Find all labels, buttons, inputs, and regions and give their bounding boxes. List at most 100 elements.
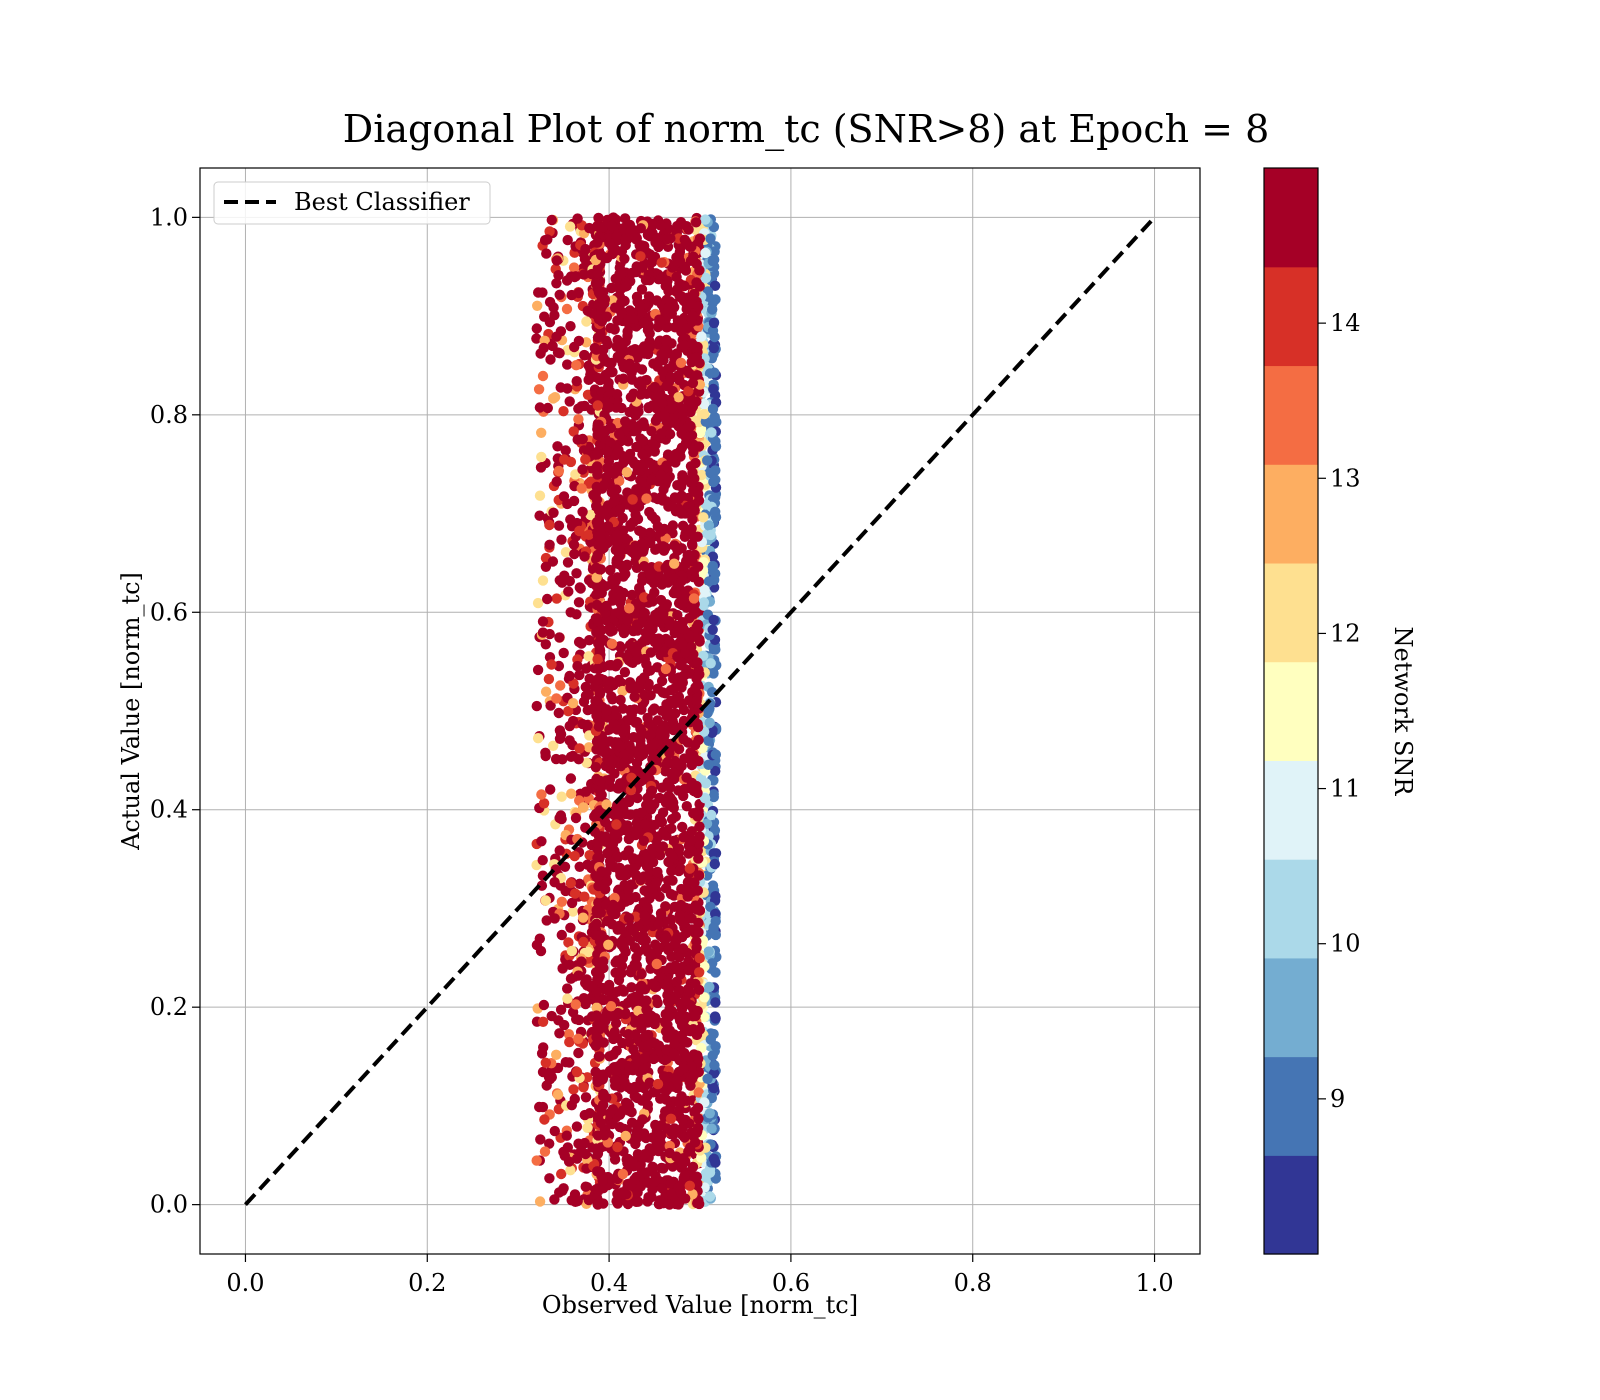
scatter-point (598, 542, 609, 554)
scatter-point (652, 866, 663, 878)
scatter-point (541, 1080, 552, 1091)
scatter-point (631, 757, 643, 769)
scatter-point (593, 287, 605, 298)
scatter-point (573, 1033, 584, 1045)
scatter-point (572, 660, 583, 672)
scatter-point (559, 454, 570, 465)
scatter-point (574, 525, 585, 537)
scatter-point (627, 494, 638, 505)
scatter-point (565, 878, 576, 889)
scatter-point (694, 831, 705, 842)
scatter-point (590, 930, 601, 941)
scatter-point (579, 349, 590, 361)
scatter-point (710, 765, 721, 777)
scatter-point (648, 578, 660, 589)
scatter-point (670, 448, 682, 460)
scatter-point (690, 900, 701, 911)
scatter-point (633, 406, 644, 417)
scatter-point (666, 403, 677, 414)
scatter-point (691, 277, 702, 288)
scatter-point (636, 575, 648, 587)
scatter-point (620, 1130, 631, 1142)
scatter-point (689, 1106, 701, 1117)
scatter-point (581, 663, 592, 674)
scatter-point (703, 759, 714, 770)
scatter-point (707, 687, 718, 698)
scatter-point (625, 784, 637, 796)
scatter-point (649, 381, 660, 393)
scatter-point (571, 1066, 583, 1078)
scatter-point (537, 370, 549, 382)
scatter-point (707, 403, 719, 415)
scatter-point (642, 1090, 653, 1102)
scatter-point (534, 510, 545, 521)
scatter-point (669, 558, 680, 569)
scatter-point (551, 1049, 562, 1061)
scatter-point (552, 441, 563, 452)
scatter-point (662, 241, 674, 252)
scatter-point (574, 743, 585, 754)
scatter-point (607, 574, 618, 585)
scatter-point (557, 1185, 568, 1197)
scatter-point (578, 993, 590, 1004)
scatter-point (605, 1001, 617, 1012)
scatter-point (628, 925, 639, 937)
scatter-point (631, 421, 642, 433)
scatter-point (531, 323, 542, 334)
scatter-point (613, 444, 624, 456)
scatter-point (636, 980, 647, 992)
scatter-point (700, 272, 712, 284)
scatter-point (625, 809, 636, 820)
scatter-point (707, 560, 719, 572)
scatter-point (603, 915, 615, 927)
scatter-point (631, 622, 642, 634)
scatter-point (555, 680, 566, 691)
scatter-point (598, 1090, 609, 1102)
scatter-point (691, 673, 702, 684)
scatter-point (604, 660, 615, 671)
scatter-point (652, 715, 663, 726)
scatter-point (593, 314, 605, 325)
scatter-point (688, 289, 699, 301)
scatter-point (639, 348, 650, 359)
scatter-point (708, 614, 719, 626)
scatter-point (571, 568, 582, 579)
scatter-point (604, 736, 616, 747)
scatter-point (563, 586, 574, 597)
scatter-point (556, 1168, 567, 1180)
scatter-point (591, 494, 603, 505)
scatter-point (605, 564, 616, 576)
scatter-point (579, 1109, 590, 1121)
scatter-point (615, 605, 627, 616)
scatter-point (583, 374, 594, 385)
scatter-point (564, 959, 575, 970)
scatter-point (576, 956, 587, 967)
x-tick-label: 0.2 (408, 1269, 446, 1297)
colorbar-label: Network SNR (1389, 627, 1417, 797)
scatter-point (538, 999, 550, 1011)
scatter-point (539, 1146, 551, 1157)
scatter-point (670, 811, 681, 822)
scatter-point (702, 707, 713, 719)
scatter-point (602, 446, 613, 457)
colorbar-segment (1264, 365, 1318, 465)
scatter-point (621, 467, 633, 478)
scatter-point (709, 412, 720, 423)
scatter-point (704, 1108, 715, 1119)
scatter-point (677, 472, 688, 483)
scatter-point (649, 1176, 660, 1188)
scatter-point (544, 226, 555, 237)
scatter-point (554, 1028, 565, 1039)
scatter-point (673, 620, 684, 631)
scatter-point (641, 493, 652, 504)
scatter-point (566, 897, 578, 909)
scatter-point (659, 1054, 670, 1066)
y-tick-label: 0.2 (150, 993, 188, 1021)
scatter-point (540, 686, 552, 697)
scatter-point (573, 414, 584, 425)
scatter-point (703, 946, 714, 957)
scatter-point (592, 852, 603, 864)
scatter-point (708, 922, 719, 933)
scatter-point (703, 576, 715, 587)
scatter-point (649, 251, 661, 263)
